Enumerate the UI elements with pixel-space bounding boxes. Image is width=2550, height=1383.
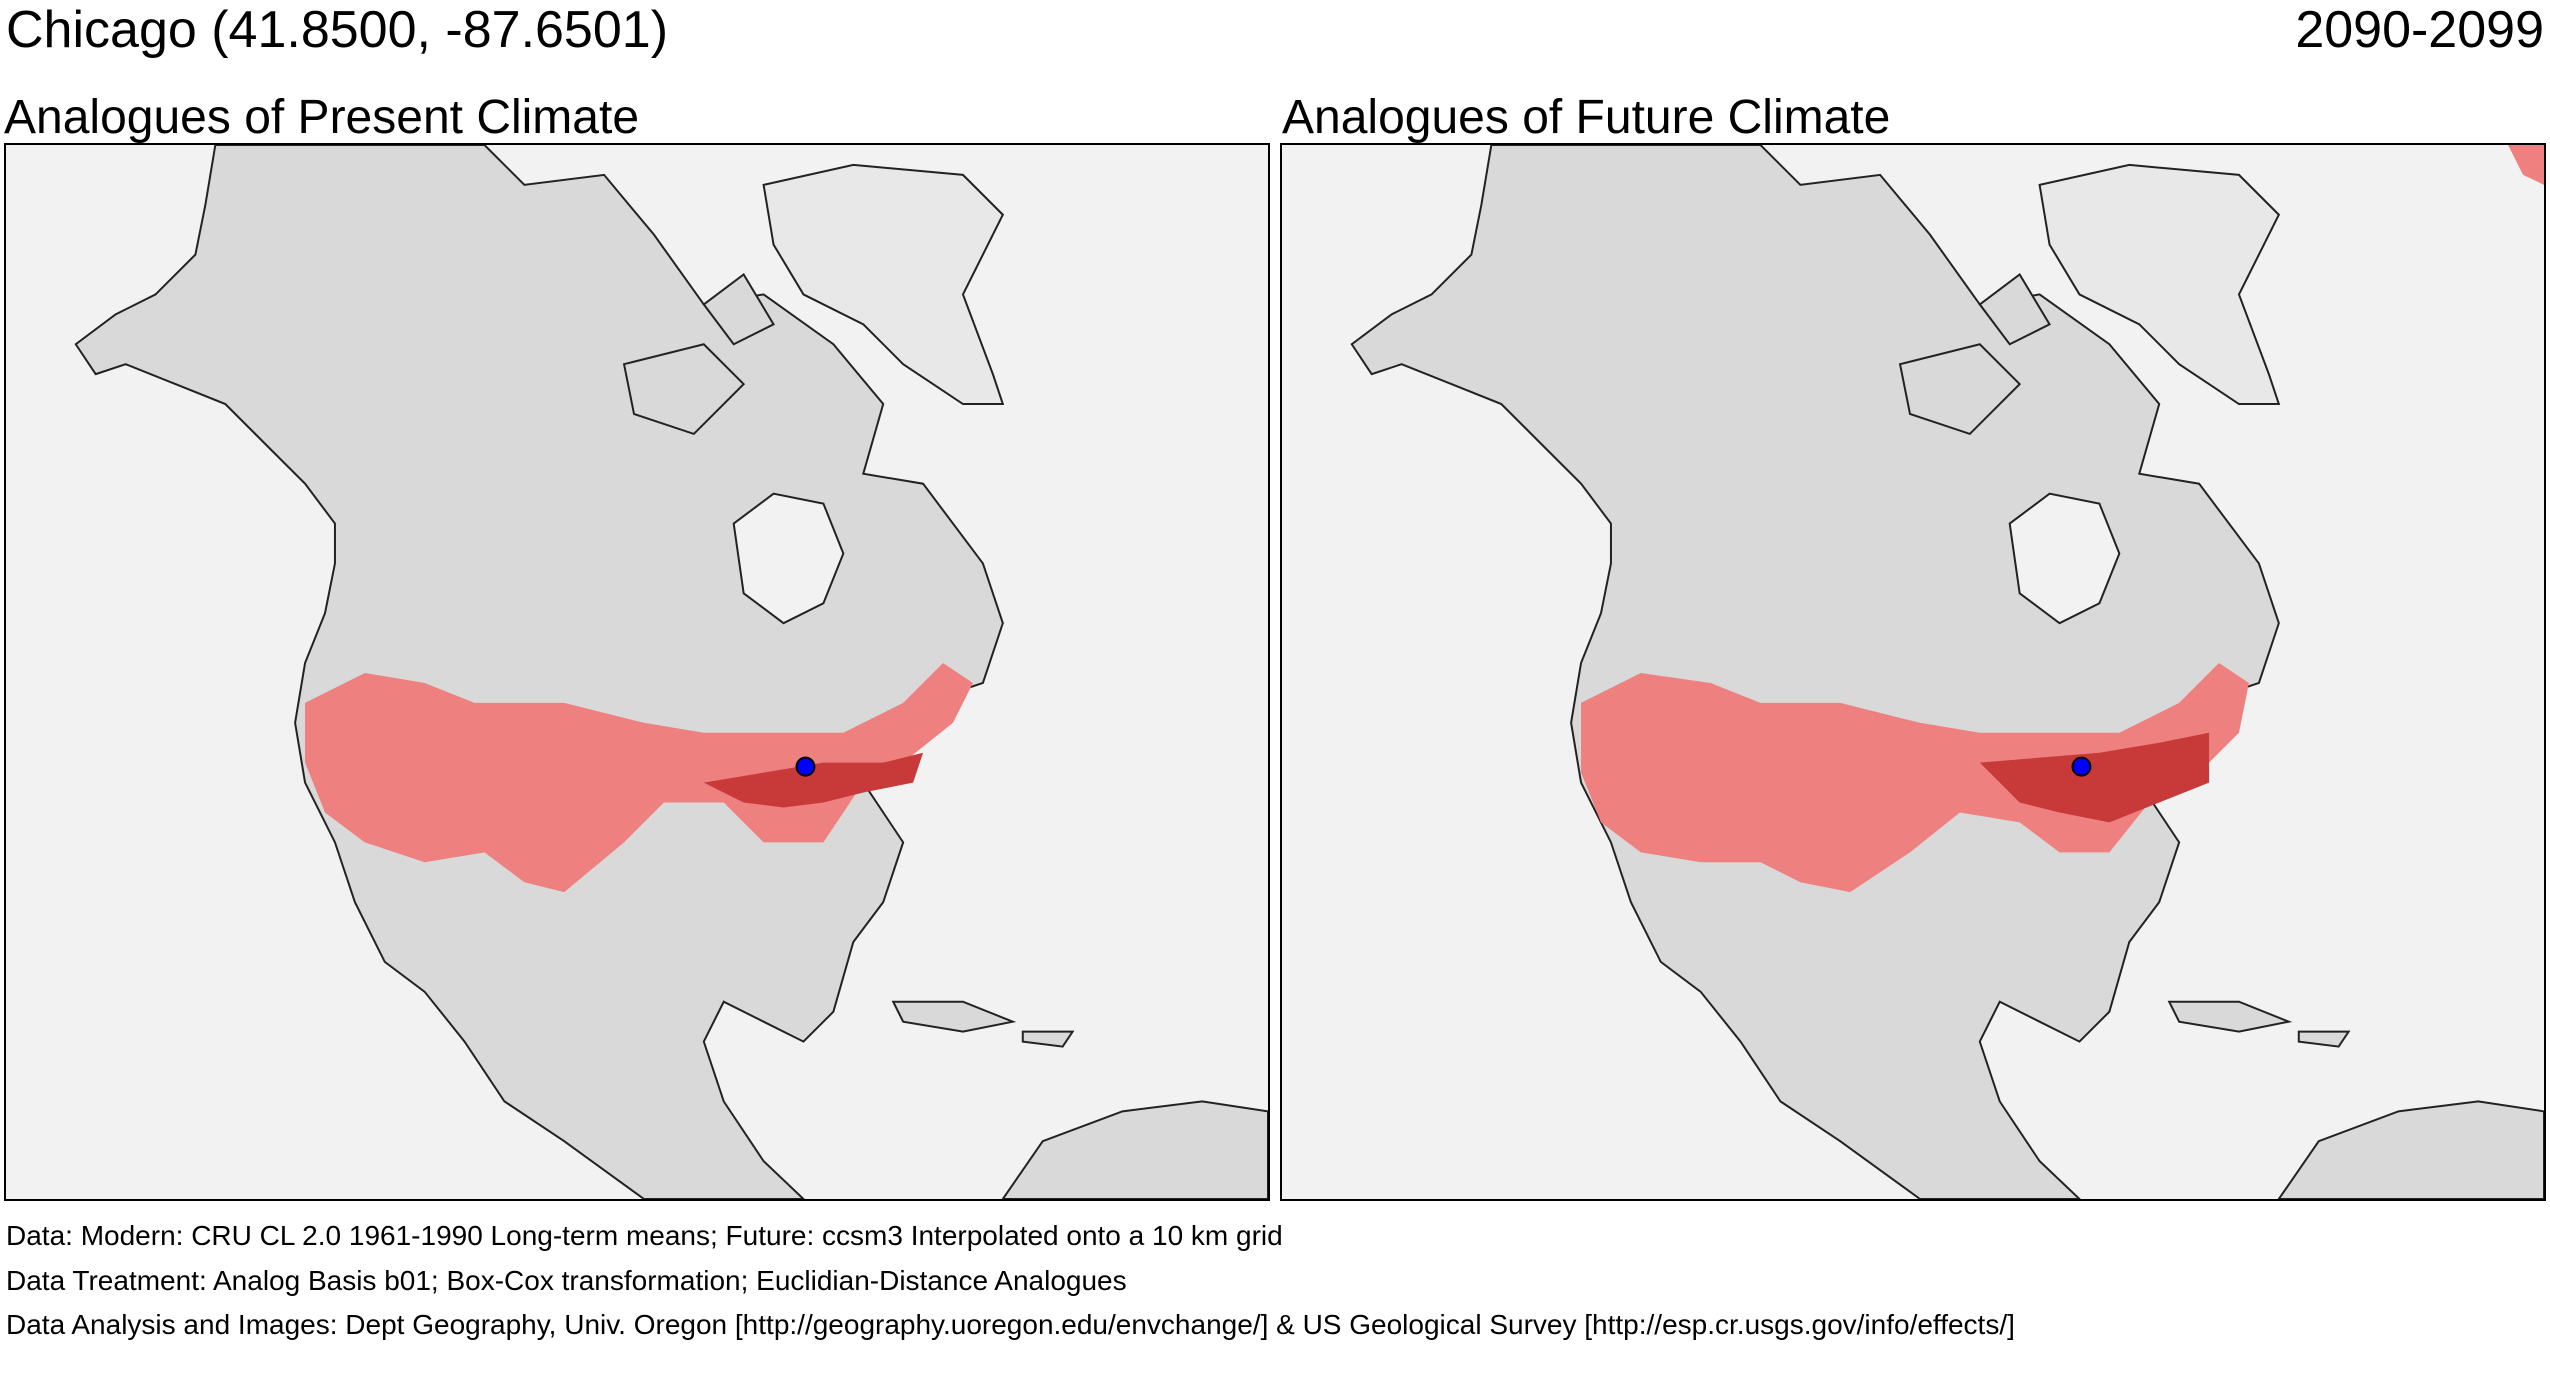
- north-america-landmass: [1350, 145, 2280, 1199]
- analogue-zone-most-similar: [1979, 732, 2210, 823]
- present-climate-map: [4, 143, 1270, 1201]
- arctic-islands: [1898, 273, 2051, 436]
- hudson-bay: [2008, 492, 2121, 625]
- footer-data-analysis: Data Analysis and Images: Dept Geography…: [6, 1309, 2015, 1340]
- analogue-zone-arctic: [2508, 145, 2544, 185]
- south-america: [1001, 1100, 1268, 1199]
- analogue-zone-most-similar: [703, 752, 924, 808]
- caribbean-islands: [2167, 1000, 2351, 1048]
- arctic-islands: [622, 273, 775, 436]
- greenland: [762, 163, 1005, 406]
- footer-data-treatment: Data Treatment: Analog Basis b01; Box-Co…: [6, 1265, 1127, 1296]
- chicago-site-marker: [795, 756, 816, 777]
- north-america-landmass: [74, 145, 1004, 1199]
- left-panel-title: Analogues of Present Climate: [4, 91, 640, 144]
- caribbean-islands: [891, 1000, 1075, 1048]
- greenland: [2038, 163, 2281, 406]
- hudson-bay: [732, 492, 845, 625]
- footer-data-source: Data: Modern: CRU CL 2.0 1961-1990 Long-…: [6, 1220, 1283, 1251]
- future-climate-map: [1280, 143, 2546, 1201]
- period-title: 2090-2099: [2295, 1, 2544, 59]
- right-panel-title: Analogues of Future Climate: [1282, 91, 1891, 144]
- analogue-zone-similar: [1581, 663, 2249, 893]
- analogue-zone-similar: [305, 663, 973, 893]
- south-america: [2277, 1100, 2544, 1199]
- location-title: Chicago (41.8500, -87.6501): [6, 1, 669, 59]
- chicago-site-marker: [2071, 756, 2092, 777]
